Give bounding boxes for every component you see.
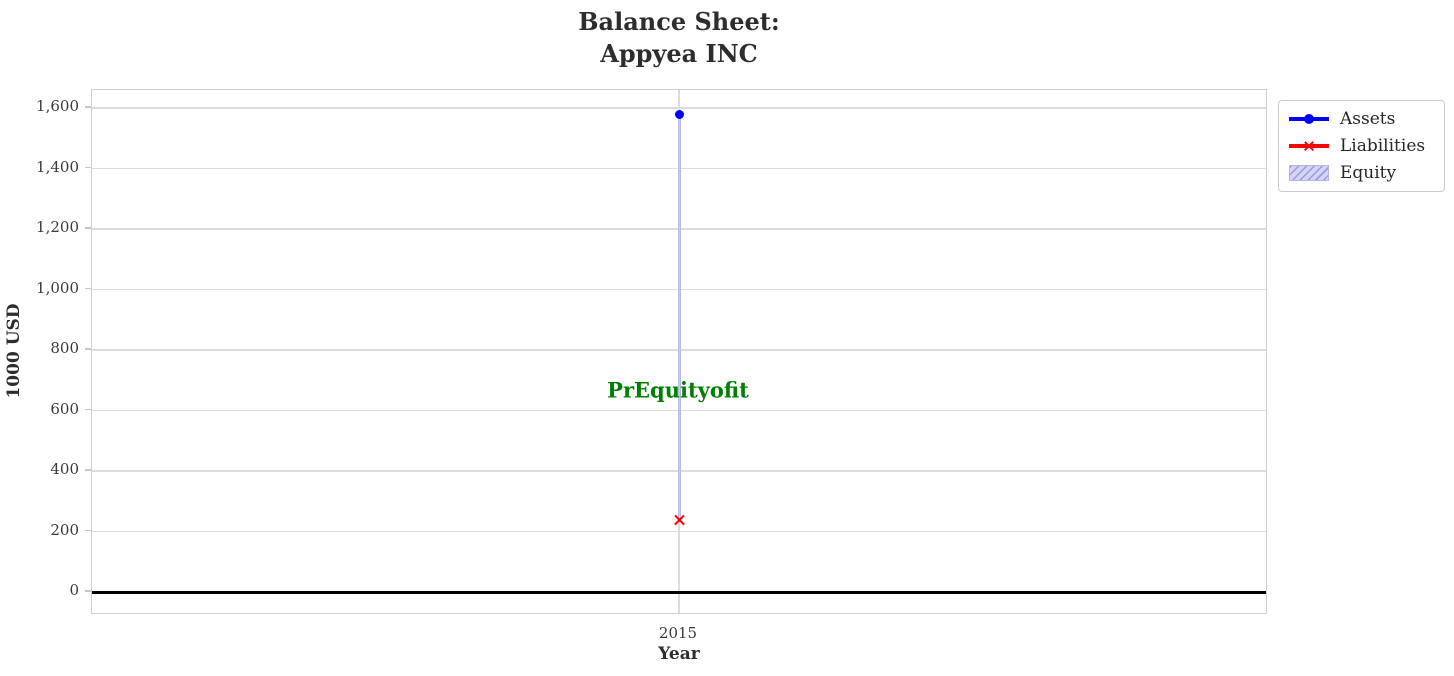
chart-title: Balance Sheet: Appyea INC [91, 6, 1267, 70]
equity-hatched-patch-icon [1289, 164, 1329, 182]
x-axis-label: Year [658, 644, 700, 664]
legend-label-equity: Equity [1340, 163, 1397, 183]
assets-line-circle-icon [1289, 110, 1329, 128]
ytick-label-0: 0 [69, 581, 79, 599]
ytick-mark-1600 [85, 106, 91, 108]
ytick-mark-800 [85, 348, 91, 350]
ytick-label-200: 200 [50, 520, 79, 539]
ytick-mark-1200 [85, 227, 91, 229]
assets-point-marker [674, 109, 684, 119]
ytick-mark-400 [85, 469, 91, 471]
chart-title-line2: Appyea INC [600, 39, 758, 68]
ytick-mark-1000 [85, 287, 91, 290]
legend-label-assets: Assets [1340, 109, 1396, 129]
ytick-label-1200: 1,200 [36, 218, 79, 236]
plot-area [91, 89, 1267, 614]
ytick-label-800: 800 [50, 339, 79, 357]
liabilities-point-marker [673, 514, 686, 527]
ytick-mark-0 [85, 590, 91, 592]
ytick-label-600: 600 [50, 399, 79, 418]
ytick-label-400: 400 [50, 460, 79, 478]
xtick-label-2015: 2015 [658, 624, 698, 642]
legend-item-liabilities: Liabilities [1289, 136, 1434, 156]
zero-axis-line [92, 590, 1266, 594]
legend-label-liabilities: Liabilities [1340, 136, 1426, 156]
legend-item-assets: Assets [1289, 109, 1434, 129]
ytick-label-1400: 1,400 [36, 157, 79, 176]
ytick-label-1600: 1,600 [36, 97, 79, 115]
equity-bar [677, 114, 681, 520]
legend: Assets Liabilities Equity [1278, 100, 1445, 192]
ytick-label-1000: 1,000 [36, 278, 79, 297]
ytick-mark-600 [85, 408, 91, 411]
annotation-text: PrEquityofit [607, 377, 749, 403]
legend-item-equity: Equity [1289, 163, 1434, 183]
ytick-mark-1400 [85, 166, 91, 169]
chart-title-line1: Balance Sheet: [578, 7, 780, 36]
liabilities-line-x-icon [1289, 137, 1329, 155]
ytick-mark-200 [85, 529, 91, 532]
